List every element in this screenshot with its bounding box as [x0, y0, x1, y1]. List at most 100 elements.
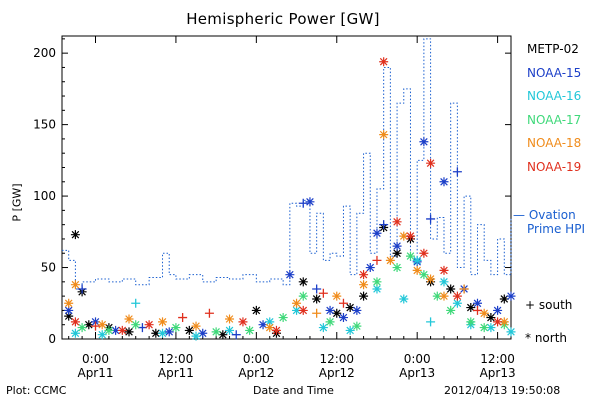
- ovation-line: [62, 38, 512, 290]
- y-axis-label: P [GW]: [10, 183, 24, 222]
- point-north: [352, 305, 362, 315]
- ovation-legend-line2: Prime HPI: [527, 222, 585, 236]
- point-north: [124, 314, 134, 324]
- south-marker-symbol: +: [525, 298, 536, 312]
- point-north: [493, 317, 503, 327]
- point-north: [466, 303, 476, 313]
- point-north: [225, 325, 235, 335]
- point-north: [64, 298, 74, 308]
- point-north: [499, 317, 509, 327]
- point-north: [359, 291, 369, 301]
- point-north: [452, 291, 462, 301]
- point-north: [446, 305, 456, 315]
- point-north: [338, 313, 348, 323]
- point-north: [131, 320, 141, 330]
- data-points: [64, 57, 516, 341]
- point-south: [426, 317, 436, 327]
- x-tick-label-date: Apr11: [158, 366, 194, 380]
- y-axis: 0 50 100 150 200: [33, 38, 511, 346]
- point-north: [392, 241, 402, 251]
- point-north: [97, 330, 107, 340]
- point-north: [392, 217, 402, 227]
- point-north: [439, 277, 449, 287]
- point-north: [372, 284, 382, 294]
- point-north: [352, 321, 362, 331]
- point-north: [392, 248, 402, 258]
- y-tick-label: 150: [33, 118, 56, 132]
- point-north: [466, 317, 476, 327]
- point-north: [332, 308, 342, 318]
- north-marker-label: north: [534, 331, 568, 345]
- ovation-legend: — Ovation Prime HPI: [513, 208, 585, 236]
- point-north: [285, 270, 295, 280]
- point-north: [184, 325, 194, 335]
- point-north: [325, 305, 335, 315]
- point-north: [278, 313, 288, 323]
- point-north: [144, 320, 154, 330]
- x-tick-label-time: 12:00: [319, 352, 354, 366]
- point-south: [312, 284, 322, 294]
- point-north: [506, 291, 516, 301]
- x-axis: 0:00Apr1112:00Apr110:00Apr1212:00Apr120:…: [68, 36, 516, 380]
- point-north: [419, 270, 429, 280]
- marker-legend-north: * north: [525, 331, 567, 345]
- point-north: [251, 305, 261, 315]
- point-north: [84, 320, 94, 330]
- x-tick-label-time: 0:00: [243, 352, 270, 366]
- point-north: [171, 323, 181, 333]
- point-north: [486, 313, 496, 323]
- legend-item: NOAA-17: [527, 112, 582, 127]
- point-south: [91, 321, 101, 331]
- point-north: [298, 305, 308, 315]
- point-north: [472, 298, 482, 308]
- point-north: [312, 294, 322, 304]
- point-north: [372, 228, 382, 238]
- point-north: [365, 263, 375, 273]
- point-north: [479, 323, 489, 333]
- point-north: [419, 137, 429, 147]
- point-north: [412, 255, 422, 265]
- point-north: [238, 317, 248, 327]
- point-south: [372, 255, 382, 265]
- point-north: [218, 330, 228, 340]
- point-north: [385, 255, 395, 265]
- x-tick-label-date: Apr11: [77, 366, 113, 380]
- point-north: [271, 325, 281, 335]
- point-north: [117, 325, 127, 335]
- ovation-series: [62, 38, 512, 290]
- point-south: [379, 220, 389, 230]
- point-north: [379, 57, 389, 67]
- point-north: [70, 317, 80, 327]
- point-north: [345, 303, 355, 313]
- x-tick-label-date: Apr12: [319, 366, 355, 380]
- point-north: [325, 317, 335, 327]
- point-north: [77, 323, 87, 333]
- point-north: [70, 328, 80, 338]
- x-tick-label-date: Apr13: [480, 366, 516, 380]
- south-marker-label: south: [538, 298, 573, 312]
- point-north: [164, 327, 174, 337]
- point-north: [124, 327, 134, 337]
- point-north: [97, 320, 107, 330]
- x-tick-label-time: 12:00: [480, 352, 515, 366]
- point-north: [211, 327, 221, 337]
- footer-source: Plot: CCMC: [6, 384, 67, 397]
- point-north: [345, 325, 355, 335]
- point-south: [426, 214, 436, 224]
- y-tick-label: 50: [41, 261, 56, 275]
- point-north: [359, 270, 369, 280]
- point-south: [231, 330, 241, 340]
- point-north: [405, 251, 415, 261]
- y-tick-label: 200: [33, 46, 56, 60]
- point-north: [64, 305, 74, 315]
- point-north: [151, 328, 161, 338]
- point-north: [399, 231, 409, 241]
- point-north: [298, 291, 308, 301]
- point-south: [452, 167, 462, 177]
- point-north: [225, 314, 235, 324]
- point-north: [439, 265, 449, 275]
- legend-item: NOAA-18: [527, 136, 582, 150]
- point-north: [446, 284, 456, 294]
- plot-area: [61, 35, 512, 340]
